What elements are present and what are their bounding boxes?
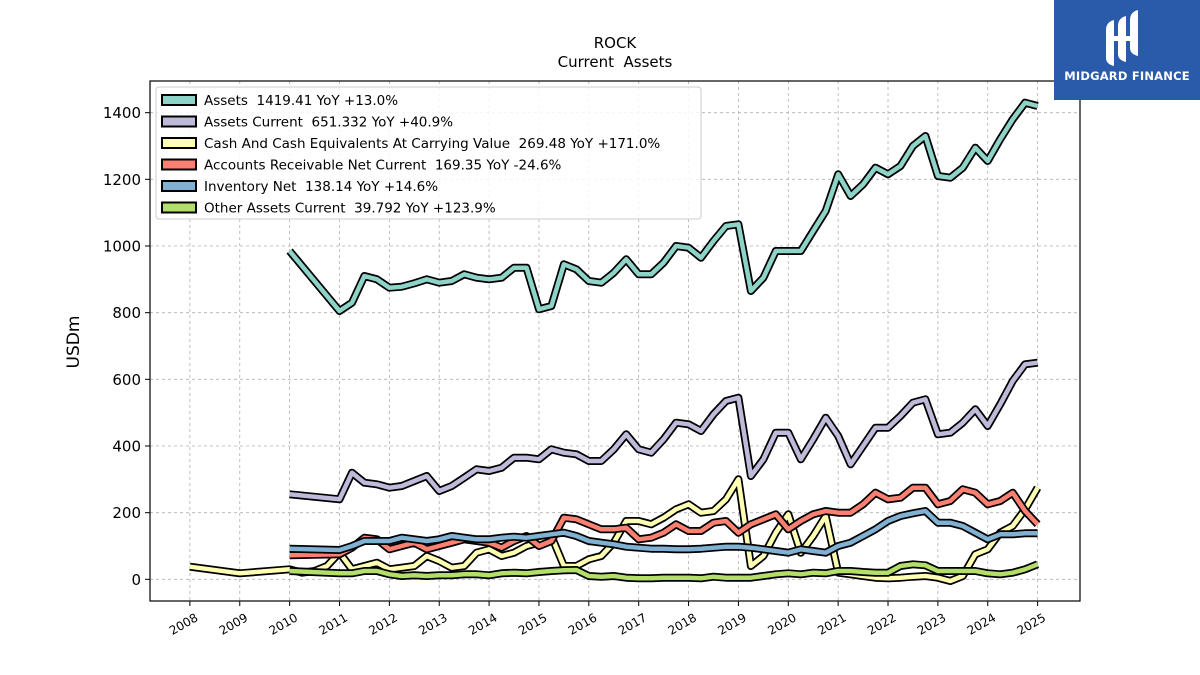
legend-swatch (161, 115, 197, 128)
x-tick-label: 2024 (965, 610, 998, 637)
brand-logo: MIDGARD FINANCE (1054, 0, 1200, 100)
legend-swatch (161, 94, 197, 106)
x-axis-ticks: 2008 2009 2010 2011 2012 2013 2014 2015 2016 2017… (167, 601, 1048, 638)
legend-swatch (161, 158, 197, 171)
chart-subtitle: Current Assets (558, 53, 673, 71)
legend-swatch (161, 180, 197, 192)
legend-entry: Accounts Receivable Net Current 169.35 Y… (204, 158, 562, 174)
x-tick-label: 2016 (566, 610, 599, 637)
y-tick-label: 200 (112, 504, 141, 522)
x-tick-label: 2011 (317, 610, 350, 637)
legend-entry: Other Assets Current 39.792 YoY +123.9% (204, 201, 496, 217)
x-tick-label: 2010 (267, 610, 300, 637)
x-tick-label: 2008 (167, 610, 200, 637)
x-tick-label: 2017 (616, 610, 649, 637)
plot-frame (149, 80, 1081, 602)
logo-mark-icon (1106, 10, 1138, 66)
y-tick-label: 1400 (103, 104, 141, 122)
x-tick-label: 2012 (366, 610, 399, 637)
y-tick-label: 1000 (103, 238, 141, 256)
legend-entry: Inventory Net 138.14 YoY +14.6% (204, 179, 438, 195)
x-tick-label: 2022 (865, 610, 898, 637)
series-line-3 (289, 485, 1040, 558)
series-lines (189, 98, 1042, 585)
x-tick-label: 2018 (666, 610, 699, 637)
y-tick-label: 1200 (103, 171, 141, 189)
series-line-1 (289, 360, 1038, 502)
x-tick-label: 2023 (915, 610, 948, 637)
x-tick-label: 2014 (466, 610, 499, 637)
series-line-4 (289, 508, 1038, 555)
legend-swatch (161, 137, 197, 149)
series-line-5 (289, 562, 1039, 581)
legend: Assets 1419.41 YoY +13.0% Assets Current … (155, 86, 702, 220)
series-line-2 (189, 477, 1040, 584)
y-tick-label: 400 (112, 438, 141, 456)
series-line-0 (287, 100, 1039, 314)
legend-entry: Cash And Cash Equivalents At Carrying Va… (204, 136, 660, 152)
x-tick-label: 2009 (217, 610, 250, 637)
brand-name: MIDGARD FINANCE (1064, 69, 1190, 83)
x-tick-label: 2025 (1015, 610, 1048, 637)
legend-box (155, 86, 702, 220)
x-tick-label: 2019 (715, 610, 748, 637)
legend-swatch (161, 201, 197, 214)
legend-entry: Assets Current 651.332 YoY +40.9% (204, 115, 453, 131)
y-axis-ticks: 0 200 400 600 800 1000 1200 1400 (103, 104, 150, 589)
x-tick-label: 2013 (416, 610, 449, 637)
legend-entry: Assets 1419.41 YoY +13.0% (204, 93, 398, 109)
y-axis-label: USDm (64, 316, 84, 369)
x-tick-label: 2015 (516, 610, 549, 637)
x-tick-label: 2021 (815, 610, 848, 637)
y-tick-label: 600 (112, 371, 141, 389)
y-tick-label: 0 (131, 571, 141, 589)
chart-title: ROCK (594, 34, 638, 52)
series-outline (289, 358, 1039, 504)
y-tick-label: 800 (112, 304, 141, 322)
x-tick-label: 2020 (765, 610, 798, 637)
